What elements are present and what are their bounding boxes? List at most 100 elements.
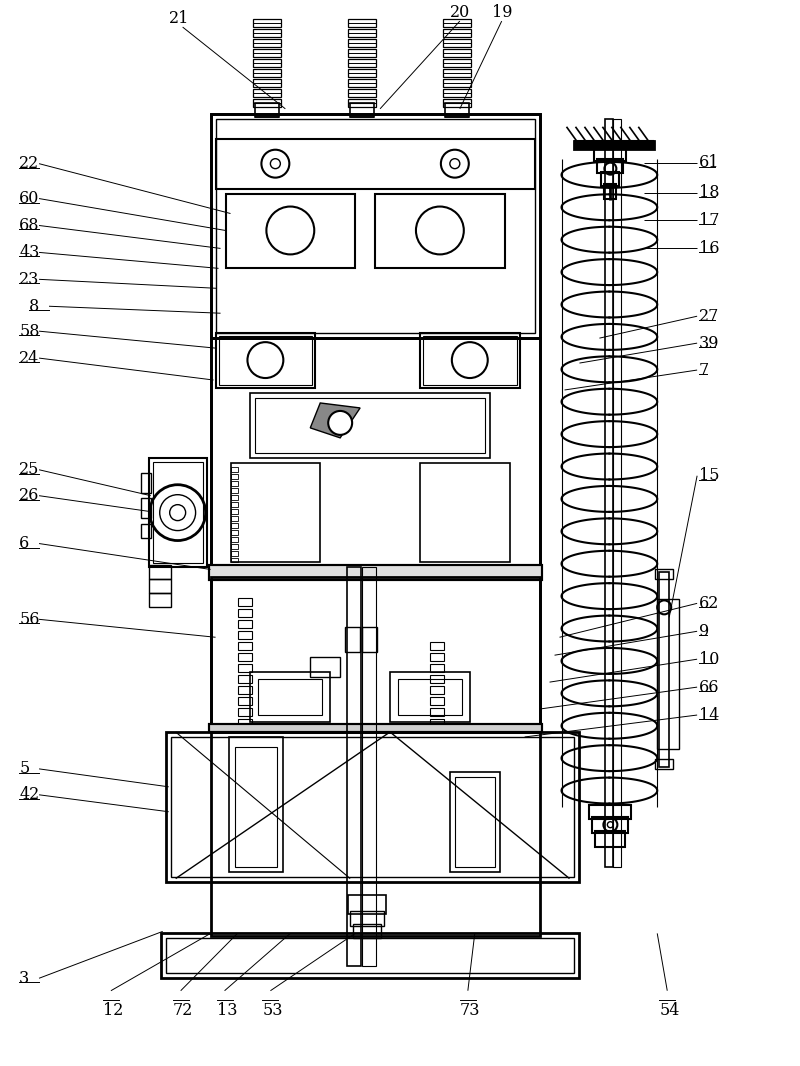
Bar (362, 627, 377, 652)
Bar (209, 724, 542, 732)
Text: 16: 16 (699, 240, 720, 257)
Polygon shape (310, 403, 360, 438)
Bar (614, 118, 622, 867)
Text: 39: 39 (699, 335, 720, 352)
Text: 61: 61 (699, 155, 720, 172)
Bar (574, 141, 654, 149)
Bar (430, 675, 444, 683)
Bar (348, 19, 376, 27)
Text: 27: 27 (699, 308, 719, 325)
Bar (450, 772, 500, 872)
Bar (390, 673, 470, 722)
Text: 23: 23 (19, 271, 39, 288)
Text: 68: 68 (19, 217, 40, 233)
Bar (255, 398, 485, 453)
Bar (230, 508, 238, 514)
Bar (602, 172, 619, 185)
Bar (230, 463, 320, 563)
Text: 3: 3 (19, 970, 30, 987)
Bar (443, 49, 470, 56)
Text: 42: 42 (19, 787, 39, 804)
Bar (141, 472, 150, 492)
Bar (210, 114, 539, 936)
Bar (209, 565, 542, 580)
Bar (348, 59, 376, 67)
Bar (443, 88, 470, 97)
Text: 26: 26 (19, 487, 39, 504)
Bar (348, 79, 376, 87)
Text: 12: 12 (103, 1002, 123, 1019)
Bar (590, 805, 631, 819)
Bar (258, 679, 322, 715)
Bar (430, 653, 444, 661)
Bar (443, 79, 470, 87)
Text: 60: 60 (19, 190, 39, 207)
Text: 9: 9 (699, 623, 710, 640)
Bar (598, 159, 623, 173)
Text: 20: 20 (450, 4, 470, 21)
Bar (348, 69, 376, 77)
Bar (430, 664, 444, 673)
Bar (230, 495, 238, 500)
Bar (230, 536, 238, 542)
Bar (215, 334, 315, 388)
Bar (149, 594, 170, 608)
Bar (348, 29, 376, 37)
Text: 15: 15 (699, 467, 720, 484)
Bar (430, 697, 444, 705)
Bar (254, 59, 282, 67)
Text: 54: 54 (659, 1002, 680, 1019)
Bar (430, 687, 444, 694)
Bar (350, 911, 384, 926)
Text: 56: 56 (19, 611, 40, 628)
Bar (238, 610, 253, 617)
Text: 6: 6 (19, 535, 30, 552)
Bar (238, 687, 253, 694)
Bar (254, 69, 282, 77)
Bar (230, 516, 238, 520)
Text: 18: 18 (699, 184, 720, 201)
Bar (362, 567, 376, 966)
Bar (166, 732, 579, 882)
Bar (254, 79, 282, 87)
Bar (420, 334, 520, 388)
Bar (230, 473, 238, 479)
Bar (230, 488, 238, 492)
Bar (347, 567, 361, 966)
Bar (455, 777, 494, 867)
Bar (348, 99, 376, 107)
Bar (375, 194, 505, 269)
Bar (250, 673, 330, 722)
Bar (254, 39, 282, 47)
Bar (230, 530, 238, 534)
Bar (254, 19, 282, 27)
Text: 17: 17 (699, 212, 720, 229)
Bar (238, 598, 253, 607)
Bar (230, 481, 238, 486)
Bar (443, 99, 470, 107)
Bar (230, 550, 238, 555)
Text: 25: 25 (19, 462, 39, 479)
Bar (398, 679, 462, 715)
Text: 8: 8 (29, 297, 39, 314)
Bar (254, 29, 282, 37)
Circle shape (328, 410, 352, 435)
Bar (353, 924, 381, 938)
Text: 19: 19 (492, 4, 512, 21)
Bar (604, 183, 616, 198)
Bar (443, 39, 470, 47)
Text: 58: 58 (19, 323, 40, 340)
Bar (430, 720, 444, 727)
Bar (254, 49, 282, 56)
Bar (348, 894, 386, 915)
Bar (443, 69, 470, 77)
Bar (230, 502, 238, 506)
Bar (215, 118, 534, 334)
Bar (210, 114, 539, 338)
Bar (153, 462, 202, 564)
Bar (149, 457, 206, 567)
Bar (170, 737, 574, 876)
Text: 53: 53 (262, 1002, 283, 1019)
Bar (443, 59, 470, 67)
Bar (443, 19, 470, 27)
